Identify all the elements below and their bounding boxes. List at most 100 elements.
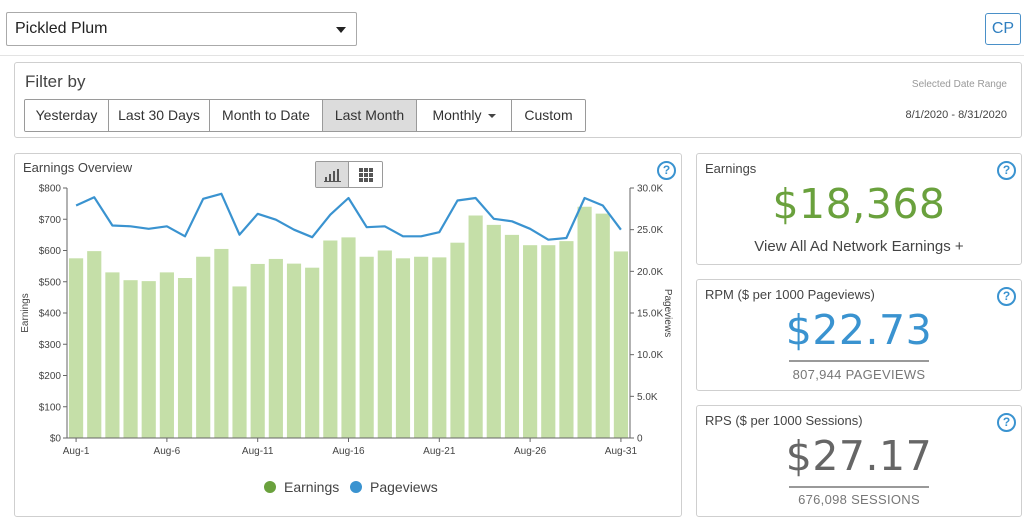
y-right-tick-label: 15.0K — [637, 309, 663, 320]
filter-title: Filter by — [25, 72, 86, 91]
earnings-bar — [177, 278, 193, 438]
earnings-overview-panel: $0 $100 $200 $300 $400 $500 $600 $700 $800 0 5.0K 1… — [14, 153, 682, 517]
rps-help-icon[interactable]: ? — [997, 413, 1016, 432]
earnings-bar — [486, 224, 501, 438]
y-right-tick-label: 20.0K — [637, 267, 663, 278]
earnings-card: Earnings ? $18,368 View All Ad Network E… — [696, 153, 1022, 265]
y-left-tick-label: $0 — [50, 434, 62, 445]
filter-monthly-dropdown[interactable]: Monthly — [417, 100, 512, 131]
earnings-bar — [268, 258, 283, 438]
earnings-bar — [414, 256, 429, 438]
y-left-tick-label: $200 — [39, 371, 62, 382]
rpm-value: $22.73 — [785, 306, 933, 354]
top-bar: Pickled Plum CP — [0, 0, 1024, 56]
filter-month-to-date-button[interactable]: Month to Date — [210, 100, 323, 131]
earnings-chart: $0 $100 $200 $300 $400 $500 $600 $700 $800 0 5.0K 1… — [20, 184, 673, 496]
earnings-bar — [341, 237, 356, 438]
rpm-divider — [789, 360, 929, 362]
earnings-bar — [577, 206, 592, 438]
earnings-bar — [141, 281, 156, 438]
y-left-tick-label: $500 — [39, 277, 62, 288]
filter-last-month-button[interactable]: Last Month — [323, 100, 417, 131]
rpm-card-title: RPM ($ per 1000 Pageviews) — [705, 287, 875, 302]
selected-range-label: Selected Date Range — [911, 79, 1007, 90]
earnings-bar — [359, 256, 374, 438]
date-filter-group: Yesterday Last 30 Days Month to Date Las… — [24, 99, 586, 132]
user-avatar-button[interactable]: CP — [985, 13, 1021, 45]
rpm-card: RPM ($ per 1000 Pageviews) ? $22.73 807,… — [696, 279, 1022, 391]
earnings-bar — [541, 245, 556, 438]
legend-earnings-label: Earnings — [284, 479, 339, 495]
earnings-bar — [68, 258, 84, 438]
filter-custom-button[interactable]: Custom — [512, 100, 585, 131]
rpm-pageviews: 807,944 PAGEVIEWS — [792, 367, 926, 382]
earnings-bar — [232, 286, 247, 438]
y-right-tick-label: 0 — [637, 434, 643, 445]
pageviews-line — [75, 192, 622, 241]
rps-value: $27.17 — [785, 432, 933, 480]
earnings-bar — [305, 267, 320, 438]
legend-earnings-marker — [264, 481, 276, 493]
earnings-bar — [286, 263, 302, 438]
y-left-tick-label: $800 — [39, 184, 62, 195]
earnings-bar — [523, 245, 538, 438]
y-left-tick-label: $300 — [39, 340, 62, 351]
rpm-help-icon[interactable]: ? — [997, 287, 1016, 306]
earnings-bar — [123, 280, 138, 438]
bar-chart-icon[interactable] — [316, 162, 349, 187]
view-ad-network-earnings-link[interactable]: View All Ad Network Earnings + — [754, 238, 964, 255]
x-tick-label: Aug-21 — [423, 446, 456, 457]
earnings-bar — [559, 241, 574, 438]
legend-pageviews-marker — [350, 481, 362, 493]
rps-divider — [789, 486, 929, 488]
earnings-bar — [432, 257, 447, 438]
x-tick-label: Aug-1 — [63, 446, 90, 457]
selected-range-value: 8/1/2020 - 8/31/2020 — [905, 109, 1007, 121]
earnings-bar — [450, 242, 465, 438]
caret-down-icon — [336, 27, 346, 33]
site-select[interactable]: Pickled Plum — [6, 12, 357, 46]
rps-card: RPS ($ per 1000 Sessions) ? $27.17 676,0… — [696, 405, 1022, 517]
y-left-tick-label: $100 — [39, 402, 62, 413]
earnings-bar — [504, 234, 520, 438]
x-tick-label: Aug-16 — [332, 446, 365, 457]
earnings-bar — [323, 240, 338, 438]
site-select-value: Pickled Plum — [15, 20, 108, 37]
y-right-tick-label: 5.0K — [637, 392, 658, 403]
grid-icon[interactable] — [349, 162, 382, 187]
y-left-tick-label: $700 — [39, 215, 62, 226]
earnings-bar — [214, 248, 229, 438]
y-right-axis-title: Pageviews — [662, 289, 673, 337]
x-tick-label: Aug-11 — [242, 446, 274, 457]
rps-sessions: 676,098 SESSIONS — [798, 492, 920, 507]
earnings-total: $18,368 — [772, 180, 946, 228]
legend-pageviews-label: Pageviews — [370, 479, 438, 495]
earnings-card-title: Earnings — [705, 161, 757, 176]
y-right-tick-label: 10.0K — [637, 350, 663, 361]
earnings-bar — [613, 251, 629, 438]
filter-yesterday-button[interactable]: Yesterday — [25, 100, 109, 131]
y-right-tick-label: 30.0K — [637, 184, 663, 195]
filter-panel: Filter by Yesterday Last 30 Days Month t… — [14, 62, 1022, 138]
x-tick-label: Aug-31 — [605, 446, 638, 457]
caret-down-icon — [487, 114, 496, 119]
chart-help-icon[interactable]: ? — [657, 161, 676, 180]
earnings-bar — [595, 213, 610, 438]
earnings-bar — [395, 258, 411, 438]
chart-view-toggle — [315, 161, 383, 188]
earnings-bar — [159, 272, 174, 438]
filter-last-30-days-button[interactable]: Last 30 Days — [109, 100, 210, 131]
y-left-tick-label: $400 — [39, 309, 62, 320]
rps-card-title: RPS ($ per 1000 Sessions) — [705, 413, 863, 428]
earnings-help-icon[interactable]: ? — [997, 161, 1016, 180]
y-left-tick-label: $600 — [39, 246, 62, 257]
earnings-bar — [105, 272, 120, 438]
y-left-axis-title: Earnings — [20, 293, 31, 332]
y-right-tick-label: 25.0K — [637, 225, 663, 236]
earnings-bar — [196, 256, 211, 438]
earnings-bar — [250, 263, 265, 438]
earnings-bar — [87, 251, 102, 438]
x-tick-label: Aug-26 — [514, 446, 547, 457]
x-tick-label: Aug-6 — [154, 446, 181, 457]
chart-title: Earnings Overview — [23, 160, 133, 175]
